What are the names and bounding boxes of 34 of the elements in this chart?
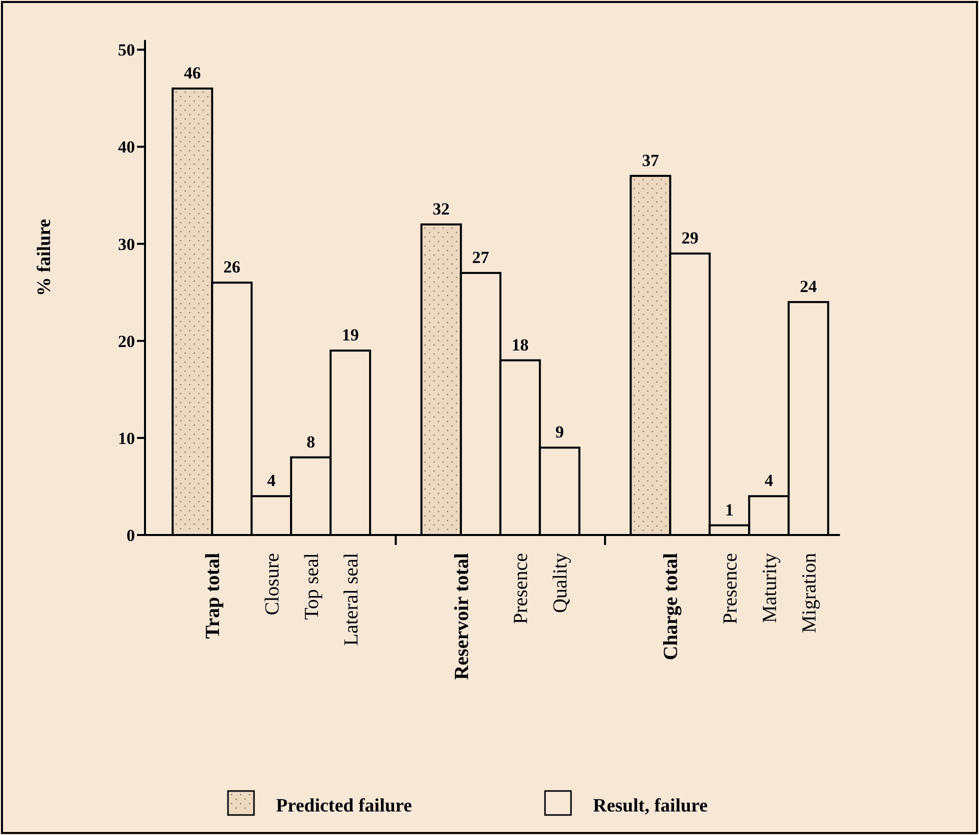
y-tick-label: 30 [118, 234, 135, 254]
data-label: 18 [512, 335, 529, 354]
x-tick-label: Presence [719, 552, 742, 624]
data-label: 4 [764, 471, 774, 490]
data-label: 46 [184, 64, 201, 83]
data-label: 26 [223, 258, 240, 277]
data-label: 37 [642, 150, 660, 170]
data-label: 4 [267, 471, 276, 490]
legend-label: Predicted failure [276, 796, 412, 817]
y-axis-title: % failure [34, 218, 55, 296]
data-label: 32 [432, 199, 450, 218]
x-tick-label: Lateral seal [340, 552, 362, 646]
data-label: 1 [725, 500, 734, 520]
x-tick-label: Reservoir total [450, 552, 473, 680]
x-tick-label: Trap total [202, 552, 224, 639]
data-label: 8 [306, 432, 316, 452]
data-label: 27 [472, 248, 490, 267]
data-label: 19 [342, 326, 359, 345]
x-tick-label: Charge total [660, 552, 682, 660]
x-tick-label: Top seal [300, 552, 323, 620]
data-label: 9 [555, 422, 564, 442]
x-tick-label: Presence [510, 552, 532, 624]
data-label: 29 [681, 228, 698, 248]
x-tick-label: Quality [550, 553, 572, 613]
x-tick-label: Closure [261, 552, 284, 616]
legend-label: Result, failure [593, 796, 708, 817]
y-tick-label: 10 [118, 428, 135, 448]
y-tick-label: 0 [126, 526, 135, 545]
data-label: 24 [800, 277, 818, 296]
y-tick-label: 20 [118, 332, 135, 351]
x-tick-label: Maturity [758, 553, 781, 623]
y-tick-label: 50 [118, 40, 135, 60]
x-tick-label: Migration [798, 553, 820, 633]
y-tick-label: 40 [118, 138, 135, 157]
